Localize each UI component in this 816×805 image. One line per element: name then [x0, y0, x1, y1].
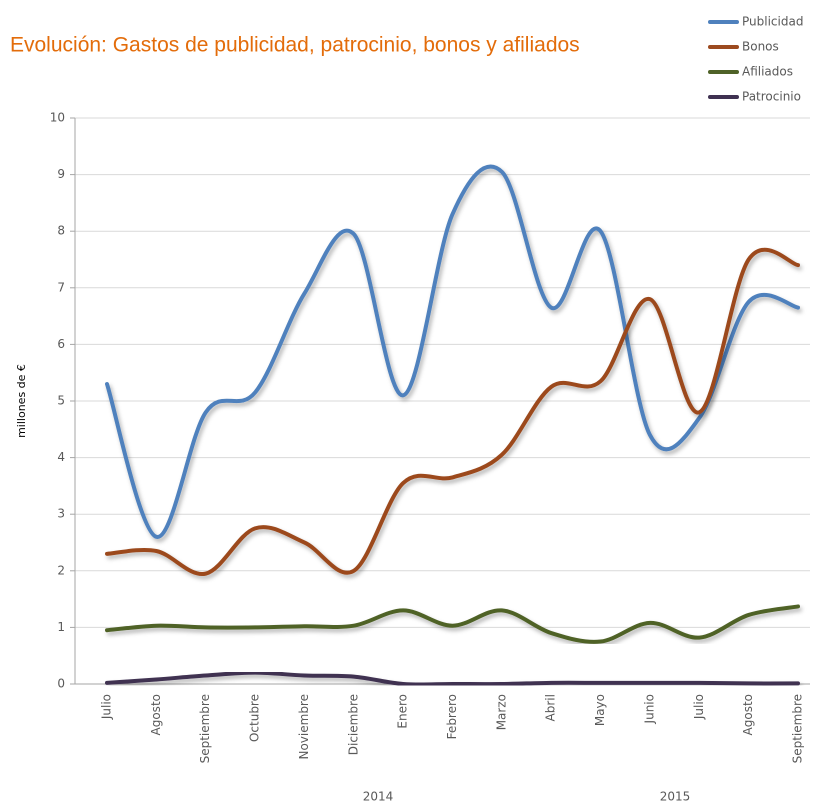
- x-tick-label: Noviembre: [297, 694, 311, 760]
- y-tick-label: 1: [57, 620, 65, 634]
- y-tick-label: 7: [57, 280, 65, 294]
- x-tick-label: Diciembre: [346, 694, 360, 755]
- y-tick-label: 5: [57, 394, 65, 408]
- y-tick-label: 0: [57, 677, 65, 691]
- chart-title: Evolución: Gastos de publicidad, patroci…: [10, 34, 580, 57]
- x-group-label: 2014: [363, 790, 394, 804]
- y-tick-label: 9: [57, 167, 65, 181]
- x-tick-label: Julio: [100, 694, 114, 720]
- x-tick-label: Agosto: [149, 694, 163, 735]
- x-group-label: 2015: [660, 790, 691, 804]
- x-tick-label: Abril: [544, 694, 558, 721]
- x-tick-label: Enero: [396, 694, 410, 729]
- series-line: [105, 604, 800, 644]
- y-tick-label: 3: [57, 507, 65, 521]
- x-tick-label: Agosto: [741, 694, 755, 735]
- legend-label: Publicidad: [742, 15, 803, 29]
- y-axis-label: millones de €: [15, 364, 28, 438]
- y-tick-label: 8: [57, 224, 65, 238]
- series-line: [105, 670, 800, 687]
- series-line: [105, 247, 800, 576]
- y-tick-label: 10: [50, 111, 65, 125]
- x-tick-label: Septiembre: [791, 694, 805, 763]
- legend-label: Patrocinio: [742, 90, 801, 104]
- legend-label: Afiliados: [742, 65, 793, 79]
- y-tick-label: 6: [57, 337, 65, 351]
- x-tick-label: Marzo: [494, 694, 508, 730]
- legend-label: Bonos: [742, 40, 779, 54]
- x-tick-label: Octubre: [248, 694, 262, 742]
- y-tick-label: 2: [57, 563, 65, 577]
- x-tick-label: Julio: [692, 694, 706, 720]
- x-tick-label: Mayo: [593, 694, 607, 726]
- series-line: [105, 164, 800, 539]
- x-tick-label: Septiembre: [198, 694, 212, 763]
- y-tick-label: 4: [57, 450, 65, 464]
- x-tick-label: Junio: [642, 694, 656, 724]
- x-tick-label: Febrero: [445, 694, 459, 739]
